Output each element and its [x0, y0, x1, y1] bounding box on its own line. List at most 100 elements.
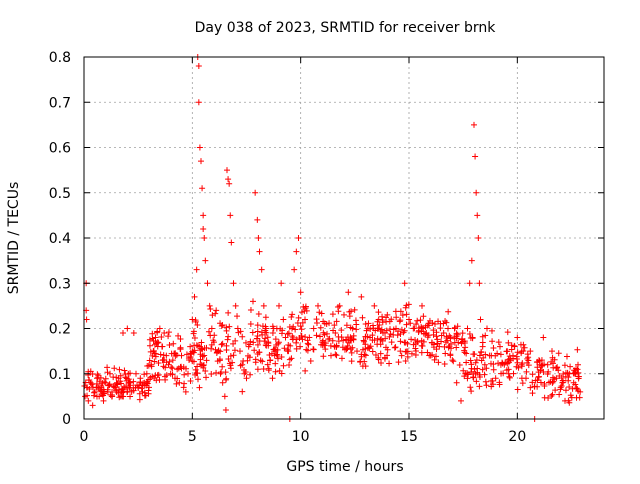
- data-point: [476, 280, 483, 287]
- data-point: [449, 357, 456, 364]
- band-point: [437, 325, 444, 332]
- band-point: [375, 309, 382, 316]
- band-point: [163, 372, 170, 379]
- data-point: [280, 316, 287, 323]
- data-point: [200, 212, 207, 219]
- band-point: [223, 324, 230, 331]
- band-point: [534, 377, 541, 384]
- data-point: [468, 257, 475, 264]
- data-point: [195, 63, 202, 70]
- data-point: [161, 330, 168, 337]
- band-point: [219, 363, 226, 370]
- band-point: [162, 376, 169, 383]
- data-point: [474, 212, 481, 219]
- data-point: [375, 316, 382, 323]
- data-point: [115, 375, 122, 382]
- data-point: [406, 316, 412, 323]
- band-point: [205, 328, 212, 335]
- data-point: [481, 361, 488, 368]
- band-point: [225, 309, 232, 316]
- band-point: [451, 339, 458, 346]
- band-point: [465, 371, 472, 378]
- band-point: [348, 335, 355, 342]
- data-point: [445, 325, 451, 332]
- data-point: [208, 325, 215, 332]
- band-point: [403, 302, 410, 309]
- data-point: [514, 334, 521, 341]
- y-tick-label: 0: [62, 412, 71, 428]
- band-point: [407, 320, 414, 327]
- data-point: [497, 343, 503, 350]
- band-point: [193, 342, 200, 349]
- band-point: [293, 336, 300, 343]
- band-point: [244, 357, 251, 364]
- band-point: [106, 381, 113, 388]
- data-point: [122, 384, 129, 391]
- band-point: [412, 345, 419, 352]
- band-point: [403, 321, 410, 328]
- band-point: [218, 369, 225, 376]
- band-point: [310, 346, 317, 353]
- band-point: [151, 358, 158, 365]
- data-point: [176, 379, 183, 386]
- data-point: [278, 280, 285, 287]
- band-point: [349, 344, 356, 351]
- band-point: [489, 338, 496, 345]
- band-point: [192, 366, 199, 373]
- data-point: [204, 280, 211, 287]
- data-point: [193, 266, 200, 273]
- band-point: [269, 330, 276, 337]
- band-point: [223, 342, 230, 349]
- band-point: [331, 322, 338, 329]
- data-point: [419, 302, 425, 309]
- band-point: [535, 374, 542, 381]
- band-point: [521, 344, 528, 351]
- band-point: [239, 388, 246, 395]
- data-point: [306, 334, 313, 341]
- band-point: [100, 392, 107, 399]
- band-point: [227, 362, 234, 369]
- data-point: [191, 293, 198, 300]
- band-point: [161, 356, 168, 363]
- data-point: [156, 325, 163, 332]
- band-point: [111, 365, 118, 372]
- band-point: [351, 306, 358, 313]
- band-point: [434, 340, 441, 347]
- band-point: [414, 317, 421, 324]
- band-point: [378, 359, 385, 366]
- band-point: [89, 384, 96, 391]
- data-point: [540, 334, 547, 341]
- data-point: [82, 393, 89, 400]
- band-point: [149, 330, 156, 337]
- data-point: [488, 352, 495, 359]
- band-point: [483, 382, 490, 389]
- band-point: [208, 370, 215, 377]
- band-point: [87, 368, 94, 375]
- data-point: [221, 393, 228, 400]
- band-point: [222, 376, 229, 383]
- band-point: [253, 335, 260, 342]
- data-point: [98, 384, 105, 391]
- band-point: [402, 357, 409, 364]
- band-point: [398, 352, 405, 359]
- data-point: [254, 216, 261, 223]
- band-point: [203, 357, 210, 364]
- band-point: [324, 330, 331, 337]
- band-point: [388, 316, 395, 323]
- band-point: [446, 343, 453, 350]
- data-point: [291, 266, 298, 273]
- band-point: [190, 328, 197, 335]
- band-point: [272, 346, 279, 353]
- data-point: [222, 406, 229, 413]
- band-point: [298, 309, 305, 316]
- data-point: [265, 339, 272, 346]
- data-point: [243, 375, 250, 382]
- band-point: [260, 366, 267, 373]
- data-points: [81, 54, 584, 422]
- band-point: [187, 378, 194, 385]
- band-point: [280, 362, 287, 369]
- band-point: [293, 345, 300, 352]
- band-point: [408, 350, 415, 357]
- band-point: [425, 320, 432, 327]
- band-point: [259, 323, 266, 330]
